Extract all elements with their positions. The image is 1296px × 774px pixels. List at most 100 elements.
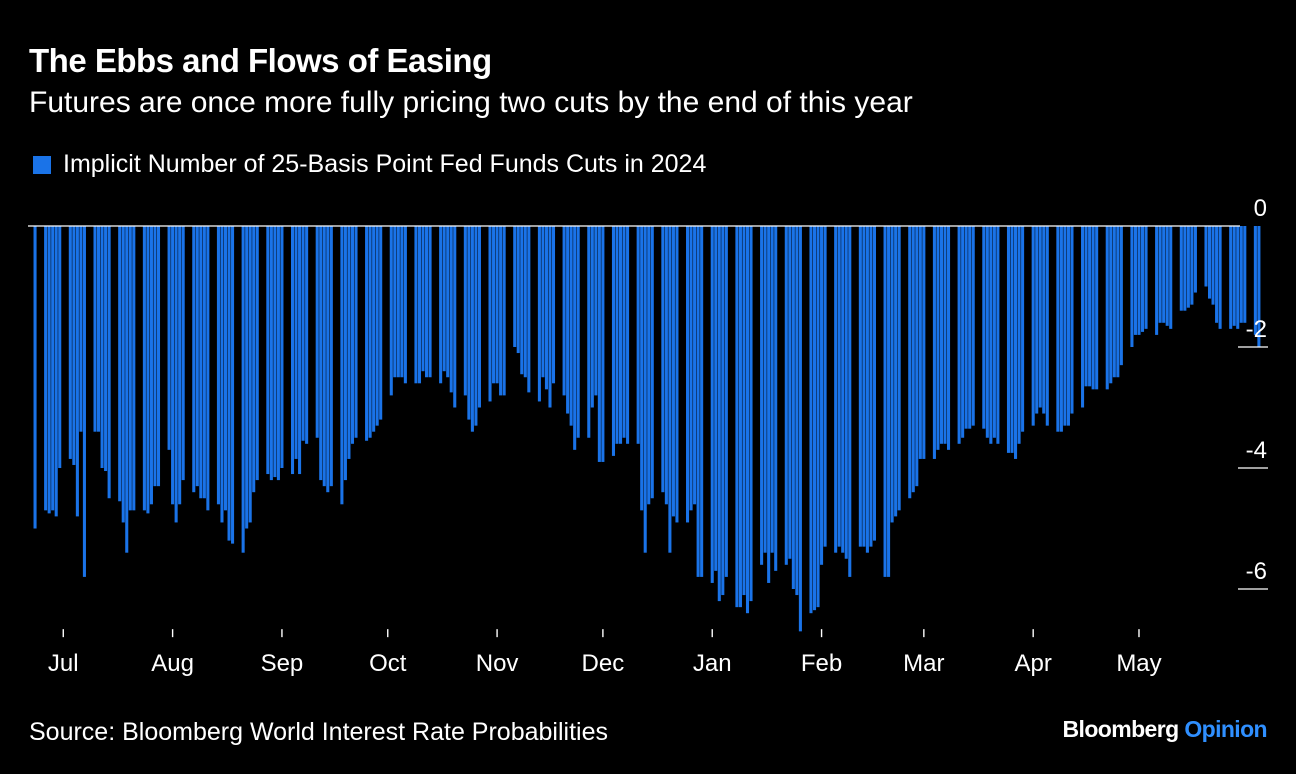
bar bbox=[1193, 226, 1197, 293]
bar bbox=[393, 226, 397, 378]
bar bbox=[724, 226, 728, 577]
bar bbox=[301, 226, 305, 441]
bar bbox=[760, 226, 764, 565]
bar bbox=[1109, 226, 1113, 384]
bar bbox=[717, 226, 721, 602]
bar bbox=[1017, 226, 1021, 444]
bar bbox=[1165, 226, 1169, 326]
bar bbox=[121, 226, 125, 523]
bar bbox=[100, 226, 104, 468]
bar bbox=[798, 226, 802, 632]
bar bbox=[957, 226, 961, 444]
bar bbox=[1243, 226, 1247, 323]
bar bbox=[823, 226, 827, 547]
bar bbox=[463, 226, 467, 396]
bar bbox=[834, 226, 838, 553]
bar bbox=[1066, 226, 1070, 426]
bar bbox=[72, 226, 76, 465]
bar bbox=[992, 226, 996, 438]
bar bbox=[223, 226, 228, 511]
bar bbox=[541, 226, 545, 378]
bar bbox=[167, 226, 171, 450]
bar bbox=[153, 226, 157, 487]
bar bbox=[58, 226, 62, 468]
bar bbox=[1059, 226, 1063, 432]
bar bbox=[615, 226, 619, 444]
bar bbox=[1021, 226, 1025, 432]
bar bbox=[365, 226, 369, 441]
bar bbox=[671, 226, 675, 517]
bar bbox=[640, 226, 644, 511]
bar bbox=[1088, 226, 1092, 387]
x-tick-label: Dec bbox=[582, 650, 625, 677]
bar bbox=[664, 226, 668, 505]
x-tick-label: Mar bbox=[903, 650, 944, 677]
bar bbox=[714, 226, 718, 571]
bar bbox=[273, 226, 277, 478]
bar bbox=[894, 226, 898, 517]
bar bbox=[495, 226, 499, 384]
bar bbox=[1229, 226, 1233, 329]
bar bbox=[1010, 226, 1014, 453]
bar bbox=[128, 226, 132, 511]
bar bbox=[322, 226, 326, 487]
bar bbox=[414, 226, 418, 384]
bar bbox=[735, 226, 739, 608]
bar bbox=[502, 226, 506, 396]
bar bbox=[696, 226, 700, 577]
bar bbox=[178, 226, 182, 505]
bar bbox=[51, 226, 55, 511]
legend: Implicit Number of 25-Basis Point Fed Fu… bbox=[33, 150, 706, 179]
bar bbox=[516, 226, 520, 354]
bar bbox=[1119, 226, 1123, 366]
bar bbox=[848, 226, 852, 577]
bar bbox=[968, 226, 972, 429]
bar bbox=[75, 226, 79, 517]
bar bbox=[1035, 226, 1039, 414]
bar bbox=[446, 226, 450, 378]
bar bbox=[791, 226, 795, 589]
bar bbox=[269, 226, 273, 481]
bar bbox=[97, 226, 101, 432]
bar bbox=[573, 226, 577, 450]
bar bbox=[622, 226, 626, 438]
bar bbox=[700, 226, 704, 577]
bar bbox=[1140, 226, 1145, 332]
bar bbox=[812, 226, 817, 611]
bar bbox=[890, 226, 894, 523]
bar bbox=[1179, 226, 1183, 311]
bar bbox=[1105, 226, 1109, 390]
bar bbox=[562, 226, 566, 396]
bar bbox=[922, 226, 926, 459]
bar bbox=[231, 226, 235, 544]
bar bbox=[989, 226, 993, 444]
bar bbox=[142, 226, 146, 511]
bar bbox=[319, 226, 323, 481]
bar bbox=[520, 226, 524, 375]
bar bbox=[449, 226, 453, 393]
bar bbox=[551, 226, 556, 384]
bar bbox=[611, 226, 615, 456]
bar bbox=[1169, 226, 1173, 329]
bar bbox=[428, 226, 432, 378]
bar bbox=[1042, 226, 1046, 414]
bar bbox=[439, 226, 443, 384]
bar bbox=[1112, 226, 1116, 378]
bar bbox=[492, 226, 496, 384]
bar bbox=[372, 226, 376, 432]
bar bbox=[770, 226, 774, 553]
bar bbox=[467, 226, 471, 420]
bar bbox=[379, 226, 383, 420]
bar bbox=[1056, 226, 1060, 432]
bar bbox=[421, 226, 425, 372]
bar bbox=[290, 226, 295, 475]
bar bbox=[587, 226, 591, 438]
bar bbox=[1095, 226, 1099, 390]
bar bbox=[368, 226, 372, 438]
bar bbox=[643, 226, 647, 553]
brand-primary: Bloomberg bbox=[1062, 716, 1180, 742]
x-tick-label: Jan bbox=[693, 650, 732, 677]
bar bbox=[192, 226, 196, 493]
x-tick-label: Nov bbox=[476, 650, 519, 677]
bar bbox=[354, 226, 358, 438]
